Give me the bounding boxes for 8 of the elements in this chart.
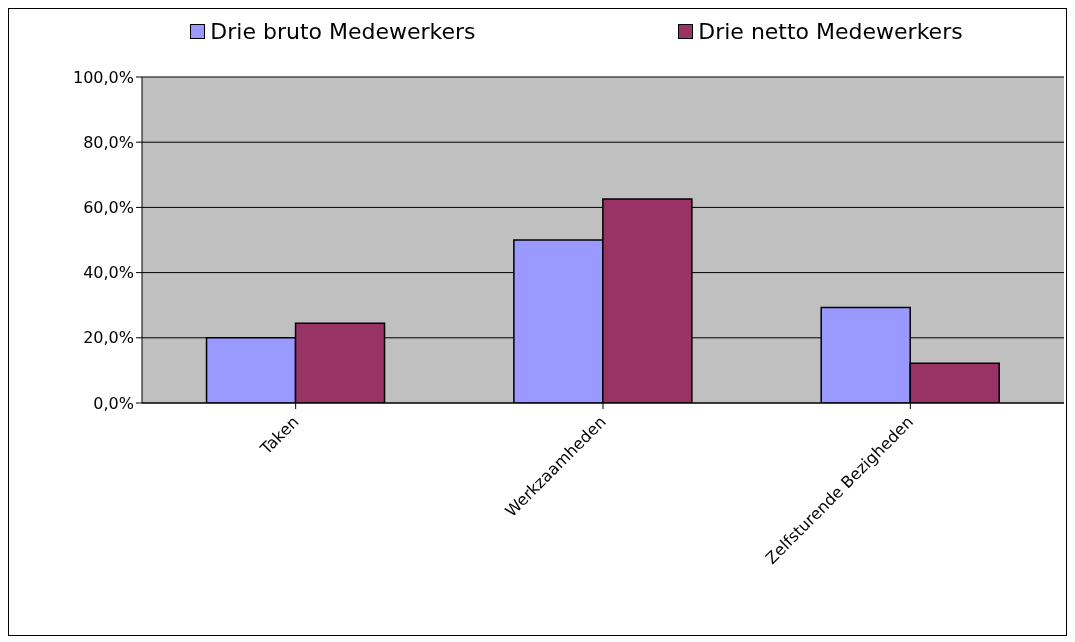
legend-label: Drie netto Medewerkers (698, 19, 963, 44)
y-tick-label: 40,0% (83, 263, 134, 283)
y-tick-label: 80,0% (83, 132, 134, 152)
y-tick-label: 100,0% (72, 67, 134, 87)
y-tick-label: 0,0% (93, 393, 134, 413)
y-tick-label: 20,0% (83, 328, 134, 348)
y-tick-label: 60,0% (83, 198, 134, 218)
legend-label: Drie bruto Medewerkers (210, 19, 476, 44)
